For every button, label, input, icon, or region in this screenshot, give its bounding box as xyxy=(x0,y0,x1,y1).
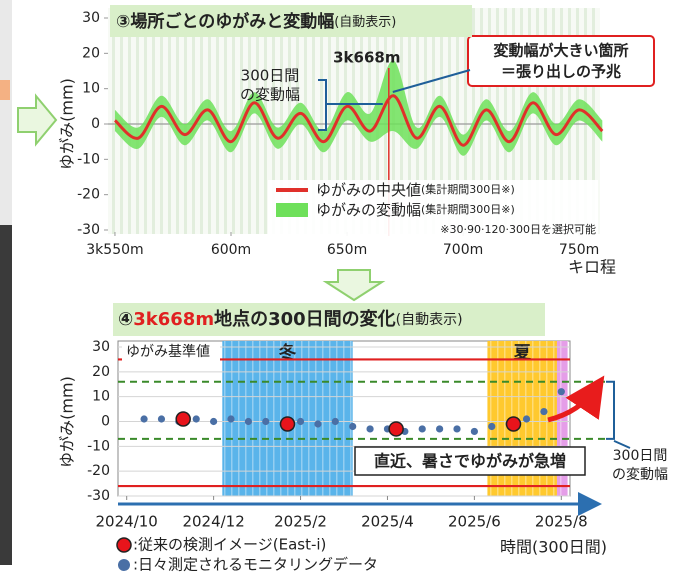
y-axis-label: ゆがみ(mm) xyxy=(58,376,77,468)
inspection-point xyxy=(281,417,295,431)
monitoring-point xyxy=(419,425,426,432)
y-tick-label: 10 xyxy=(82,81,100,97)
y-tick-label: 0 xyxy=(91,116,100,132)
chart-title: ④3k668m地点の300日間の変化(自動表示) xyxy=(118,308,463,330)
legend-marker xyxy=(117,538,131,552)
monitoring-point xyxy=(488,423,495,430)
y-tick-label: -10 xyxy=(77,151,100,167)
y-tick-label: -10 xyxy=(87,438,110,454)
range-label: の変動幅 xyxy=(240,86,300,104)
legend-label: :日々測定されるモニタリングデータ xyxy=(133,556,378,572)
monitoring-point xyxy=(436,425,443,432)
y-tick-label: -20 xyxy=(87,463,110,479)
title-note: (自動表示) xyxy=(396,312,463,328)
title-part: 地点の300日間の変化 xyxy=(214,308,396,330)
monitoring-point xyxy=(471,428,478,435)
monitoring-point xyxy=(297,418,304,425)
x-tick-label: 2024/10 xyxy=(96,513,158,531)
x-tick-label: 700m xyxy=(443,242,483,258)
x-tick-label: 2025/8 xyxy=(535,513,588,531)
x-tick-label: 2025/6 xyxy=(448,513,501,531)
y-tick-label: -20 xyxy=(77,187,100,203)
y-tick-label: 10 xyxy=(92,389,110,405)
monitoring-point xyxy=(332,418,339,425)
range-bracket xyxy=(606,382,630,448)
flow-arrow xyxy=(326,270,382,300)
monitoring-point xyxy=(314,420,321,427)
x-axis-label: キロ程 xyxy=(568,258,616,277)
monitoring-point xyxy=(158,415,165,422)
monitoring-point xyxy=(540,408,547,415)
range-label: の変動幅 xyxy=(612,467,668,483)
range-label: 300日間 xyxy=(241,67,300,85)
legend-label: ゆがみの変動幅(集計期間300日※) xyxy=(316,201,515,219)
y-axis-label: ゆがみ(mm) xyxy=(58,78,77,170)
y-tick-label: 0 xyxy=(101,414,110,430)
y-tick-label: 30 xyxy=(82,10,100,26)
chart: 30 20 10 0 -10 -20 -30 3k550m 600m 650m 700m 750m 3k… xyxy=(0,0,684,572)
left-photo xyxy=(0,225,12,565)
x-tick-label: 2025/4 xyxy=(361,513,414,531)
legend-marker xyxy=(118,559,130,571)
monitoring-point xyxy=(558,388,565,395)
y-tick-label: -30 xyxy=(77,222,100,238)
y-tick-label: 20 xyxy=(92,364,110,380)
x-tick-label: 600m xyxy=(211,242,251,258)
inspection-point xyxy=(507,417,521,431)
inspection-point xyxy=(389,422,403,436)
left-panel-tab xyxy=(0,80,10,100)
monitoring-point xyxy=(366,425,373,432)
range-label: 300日間 xyxy=(613,448,668,464)
flow-arrow xyxy=(18,96,56,144)
x-tick-label: 650m xyxy=(327,242,367,258)
title-part: ④ xyxy=(118,309,133,330)
legend-label: :従来の検測イメージ(East-i) xyxy=(133,536,326,554)
legend-swatch xyxy=(276,203,308,217)
monitoring-point xyxy=(245,418,252,425)
legend-name: ゆがみの中央値 xyxy=(316,181,421,199)
x-axis-label: 時間(300日間) xyxy=(500,538,607,557)
marker-label: 3k668m xyxy=(333,49,400,67)
legend-note: (集計期間300日※) xyxy=(421,182,515,196)
y-tick-label: 30 xyxy=(92,339,110,355)
footnote: ※30·90·120·300日を選択可能 xyxy=(440,222,596,236)
title-note: (自動表示) xyxy=(334,15,396,30)
monitoring-point xyxy=(210,418,217,425)
monitoring-point xyxy=(453,425,460,432)
y-tick-label: -30 xyxy=(87,488,110,504)
monitoring-point xyxy=(523,415,530,422)
callout-text: 変動幅が大きい箇所 xyxy=(493,42,628,60)
legend-name: ゆがみの変動幅 xyxy=(316,201,421,219)
callout-text: ＝張り出しの予兆 xyxy=(501,63,621,81)
title-part: 3k668m xyxy=(133,309,214,330)
page: {"chart_data": [ {"type": "line", "title… xyxy=(0,0,684,572)
title-main: ③場所ごとのゆがみと変動幅 xyxy=(116,11,334,32)
top-chart: 30 20 10 0 -10 -20 -30 3k550m 600m 650m 700m 750m 3k… xyxy=(58,5,655,277)
x-tick-label: 3k550m xyxy=(86,242,143,258)
x-tick-label: 750m xyxy=(559,242,599,258)
legend-label: ゆがみの中央値(集計期間300日※) xyxy=(316,181,515,199)
inspection-point xyxy=(176,412,190,426)
annotation: 直近、暑さでゆがみが急増 xyxy=(374,452,566,471)
x-tick-label: 2025/2 xyxy=(274,513,327,531)
monitoring-point xyxy=(227,415,234,422)
monitoring-point xyxy=(193,415,200,422)
y-tick-label: 20 xyxy=(82,45,100,61)
monitoring-point xyxy=(349,423,356,430)
monitoring-point xyxy=(262,418,269,425)
monitoring-point xyxy=(140,415,147,422)
x-tick-label: 2024/12 xyxy=(182,513,244,531)
legend-note: (集計期間300日※) xyxy=(421,202,515,216)
chart-title: ③場所ごとのゆがみと変動幅(自動表示) xyxy=(116,11,396,32)
reference-label: ゆがみ基準値 xyxy=(126,343,210,360)
left-panel xyxy=(0,0,12,225)
